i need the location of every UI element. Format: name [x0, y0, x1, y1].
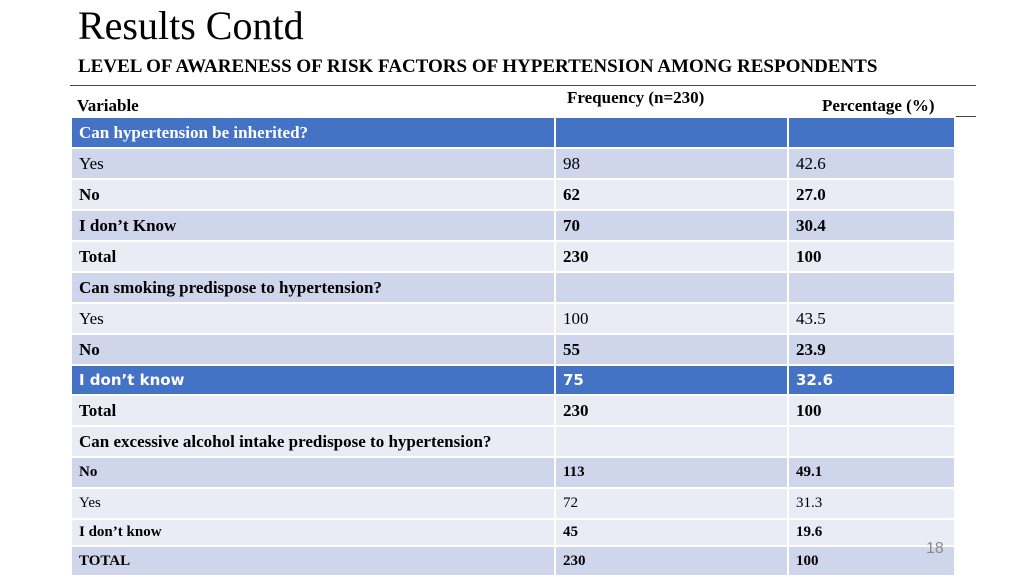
- cell-variable: Can smoking predispose to hypertension?: [70, 271, 556, 304]
- cell-frequency: 72: [554, 487, 789, 520]
- cell-frequency: [554, 271, 789, 304]
- cell-frequency: 230: [554, 545, 789, 577]
- table-row: No 62 27.0: [70, 178, 956, 211]
- table-row: No 55 23.9: [70, 333, 956, 366]
- cell-percentage: 42.6: [787, 147, 956, 180]
- cell-variable: I don’t know: [70, 364, 556, 396]
- cell-variable: Yes: [70, 302, 556, 335]
- slide-title: Results Contd: [78, 3, 304, 48]
- cell-variable: I don’t Know: [70, 209, 556, 242]
- cell-percentage: 100: [787, 545, 956, 577]
- cell-percentage: [787, 271, 956, 304]
- table-row: I don’t Know 70 30.4: [70, 209, 956, 242]
- cell-variable: Yes: [70, 147, 556, 180]
- header-frequency: Frequency (n=230): [567, 88, 705, 107]
- table-caption: LEVEL OF AWARENESS OF RISK FACTORS OF HY…: [78, 56, 878, 77]
- table-row-total: TOTAL 230 100: [70, 545, 956, 577]
- table-row: Yes 72 31.3: [70, 487, 956, 520]
- cell-frequency: [554, 116, 789, 149]
- cell-percentage: 23.9: [787, 333, 956, 366]
- table-row-section-inherited: Can hypertension be inherited?: [70, 116, 956, 149]
- cell-frequency: 230: [554, 240, 789, 273]
- page-number: 18: [926, 540, 944, 557]
- header-percentage: Percentage (%): [822, 96, 935, 115]
- cell-percentage: 49.1: [787, 456, 956, 489]
- cell-percentage: [787, 425, 956, 458]
- cell-percentage: 43.5: [787, 302, 956, 335]
- cell-percentage: 27.0: [787, 178, 956, 211]
- cell-frequency: 100: [554, 302, 789, 335]
- table-row-total: Total 230 100: [70, 394, 956, 427]
- header-top-rule: [70, 85, 976, 86]
- table-row: I don’t know 45 19.6: [70, 518, 956, 547]
- cell-frequency: 70: [554, 209, 789, 242]
- cell-variable: Can excessive alcohol intake predispose …: [70, 425, 556, 458]
- cell-frequency: [554, 425, 789, 458]
- table-row: No 113 49.1: [70, 456, 956, 489]
- cell-percentage: 19.6: [787, 518, 956, 547]
- cell-percentage: 100: [787, 240, 956, 273]
- table-row: Yes 98 42.6: [70, 147, 956, 180]
- awareness-table: Can hypertension be inherited? Yes 98 42…: [70, 116, 956, 577]
- cell-variable: TOTAL: [70, 545, 556, 577]
- header-variable: Variable: [77, 96, 139, 115]
- cell-frequency: 230: [554, 394, 789, 427]
- cell-frequency: 75: [554, 364, 789, 396]
- cell-frequency: 62: [554, 178, 789, 211]
- cell-variable: Yes: [70, 487, 556, 520]
- cell-variable: No: [70, 333, 556, 366]
- table-row: Yes 100 43.5: [70, 302, 956, 335]
- cell-frequency: 45: [554, 518, 789, 547]
- cell-percentage: 31.3: [787, 487, 956, 520]
- cell-percentage: [787, 116, 956, 149]
- cell-variable: I don’t know: [70, 518, 556, 547]
- cell-frequency: 98: [554, 147, 789, 180]
- cell-frequency: 55: [554, 333, 789, 366]
- table-row-highlighted: I don’t know 75 32.6: [70, 364, 956, 396]
- cell-variable: Total: [70, 394, 556, 427]
- table-row-section-alcohol: Can excessive alcohol intake predispose …: [70, 425, 956, 458]
- table-row-total: Total 230 100: [70, 240, 956, 273]
- cell-frequency: 113: [554, 456, 789, 489]
- cell-percentage: 100: [787, 394, 956, 427]
- table-row-section-smoking: Can smoking predispose to hypertension?: [70, 271, 956, 304]
- cell-variable: No: [70, 178, 556, 211]
- cell-percentage: 30.4: [787, 209, 956, 242]
- cell-variable: Total: [70, 240, 556, 273]
- cell-percentage: 32.6: [787, 364, 956, 396]
- cell-variable: No: [70, 456, 556, 489]
- cell-variable: Can hypertension be inherited?: [70, 116, 556, 149]
